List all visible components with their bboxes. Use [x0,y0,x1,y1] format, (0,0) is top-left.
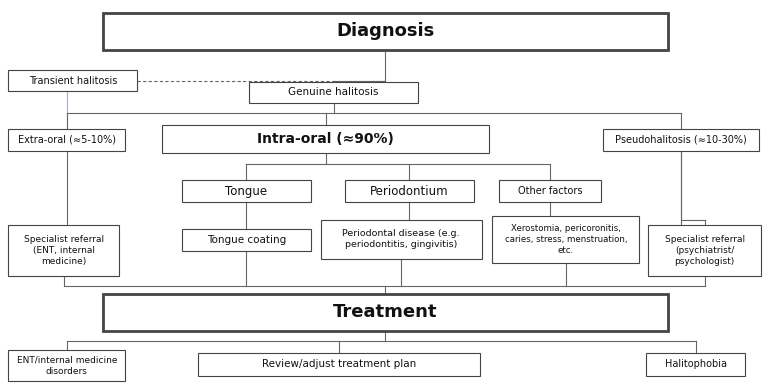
Text: Periodontium: Periodontium [370,185,448,198]
Text: Tongue coating: Tongue coating [207,235,286,245]
Text: Extra-oral (≈5-10%): Extra-oral (≈5-10%) [18,135,116,145]
FancyBboxPatch shape [492,216,639,263]
Text: Transient halitosis: Transient halitosis [28,76,117,86]
FancyBboxPatch shape [8,225,119,276]
Text: Intra-oral (≈90%): Intra-oral (≈90%) [258,132,394,146]
FancyBboxPatch shape [102,13,668,50]
Text: Other factors: Other factors [518,186,582,196]
FancyBboxPatch shape [8,70,138,91]
FancyBboxPatch shape [345,180,474,202]
Text: Review/adjust treatment plan: Review/adjust treatment plan [261,359,416,369]
Text: Treatment: Treatment [333,303,438,321]
FancyBboxPatch shape [499,180,601,202]
FancyBboxPatch shape [249,81,418,103]
FancyBboxPatch shape [8,129,125,151]
Text: Xerostomia, pericoronitis,
caries, stress, menstruation,
etc.: Xerostomia, pericoronitis, caries, stres… [504,224,627,255]
FancyBboxPatch shape [162,125,490,152]
FancyBboxPatch shape [182,180,311,202]
FancyBboxPatch shape [603,129,759,151]
Text: Halitophobia: Halitophobia [664,359,727,369]
Text: Specialist referral
(psychiatrist/
psychologist): Specialist referral (psychiatrist/ psych… [664,235,745,266]
FancyBboxPatch shape [182,229,311,251]
Text: Pseudohalitosis (≈10-30%): Pseudohalitosis (≈10-30%) [615,135,747,145]
Text: ENT/internal medicine
disorders: ENT/internal medicine disorders [17,356,117,376]
Text: Diagnosis: Diagnosis [336,22,434,41]
FancyBboxPatch shape [102,293,668,331]
FancyBboxPatch shape [321,220,481,259]
FancyBboxPatch shape [646,353,745,376]
Text: Periodontal disease (e.g.
periodontitis, gingivitis): Periodontal disease (e.g. periodontitis,… [342,229,460,249]
Text: Genuine halitosis: Genuine halitosis [288,88,379,98]
Text: Tongue: Tongue [225,185,268,198]
Text: Specialist referral
(ENT, internal
medicine): Specialist referral (ENT, internal medic… [24,235,104,266]
FancyBboxPatch shape [198,353,480,376]
FancyBboxPatch shape [648,225,761,276]
FancyBboxPatch shape [8,350,125,381]
